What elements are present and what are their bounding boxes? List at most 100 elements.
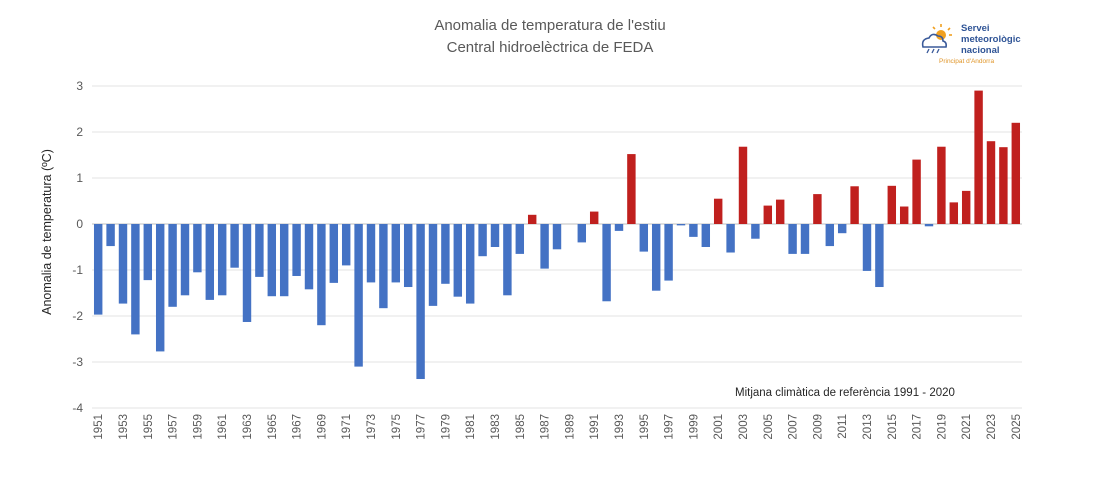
x-tick-label: 2015 — [887, 414, 899, 440]
x-tick-label: 1991 — [589, 414, 601, 440]
y-tick-label: -4 — [72, 401, 83, 415]
chart-subtitle: Central hidroelèctrica de FEDA — [446, 39, 654, 56]
y-tick-labels: -4 -3 -2 -1 0 1 2 3 — [72, 79, 83, 415]
x-tick-label: 2019 — [936, 414, 948, 440]
bar-1998 — [676, 224, 686, 226]
bar-2014 — [875, 224, 884, 288]
bar-1952 — [106, 224, 115, 247]
bar-2007 — [788, 224, 797, 254]
x-tick-label: 2003 — [738, 414, 750, 440]
bar-1980 — [453, 224, 463, 297]
bar-2016 — [899, 206, 909, 224]
x-tick-label: 2021 — [961, 414, 973, 440]
bar-2005 — [763, 205, 773, 224]
bar-1992 — [602, 224, 611, 302]
x-tick-label: 1971 — [341, 414, 353, 440]
logo-text: Servei meteorològic nacional — [961, 23, 1021, 56]
bar-1984 — [503, 224, 512, 296]
bar-1960 — [205, 224, 215, 300]
x-tick-label: 1975 — [391, 414, 403, 440]
bar-2002 — [726, 224, 735, 253]
bar-2012 — [850, 186, 859, 224]
bar-1978 — [428, 224, 438, 306]
x-tick-label: 2025 — [1011, 414, 1023, 440]
bar-2008 — [800, 224, 810, 254]
bar-2013 — [862, 224, 872, 271]
x-tick-label: 1977 — [416, 414, 428, 440]
x-tick-label: 1987 — [540, 414, 552, 440]
bar-1956 — [155, 224, 165, 352]
bar-1986 — [527, 214, 537, 224]
y-tick-label: -3 — [72, 355, 83, 369]
y-tick-label: 2 — [76, 125, 83, 139]
bar-1955 — [143, 224, 153, 281]
bar-1991 — [589, 211, 599, 224]
x-tick-label: 2013 — [862, 414, 874, 440]
bar-2017 — [912, 159, 921, 224]
x-tick-label: 1985 — [515, 414, 527, 440]
bar-1976 — [403, 224, 413, 288]
bar-1995 — [639, 224, 649, 252]
x-tick-label: 1981 — [465, 414, 477, 440]
bar-2011 — [837, 224, 847, 234]
bar-1953 — [118, 224, 128, 304]
x-tick-label: 2001 — [713, 414, 725, 440]
bar-2024 — [999, 147, 1008, 224]
bar-1964 — [255, 224, 264, 277]
bar-1983 — [490, 224, 500, 247]
bar-2004 — [751, 224, 760, 239]
x-tick-label: 1955 — [143, 414, 155, 440]
bar-1969 — [317, 224, 326, 326]
bar-1993 — [614, 224, 624, 231]
bar-1961 — [217, 224, 227, 296]
bar-1972 — [354, 224, 363, 367]
y-tick-label: 3 — [76, 79, 83, 93]
x-tick-label: 1951 — [93, 414, 105, 440]
bar-1959 — [193, 224, 202, 273]
bar-1996 — [651, 224, 661, 291]
bar-1966 — [279, 224, 289, 297]
bar-1957 — [168, 224, 177, 307]
bar-1977 — [416, 224, 425, 380]
bar-1954 — [131, 224, 140, 335]
x-tick-labels: 1951 1953 1955 1957 1959 1961 1963 1965 1967 1969… — [93, 414, 1023, 440]
bar-1967 — [292, 224, 301, 276]
bar-1970 — [329, 224, 339, 283]
x-tick-label: 1999 — [688, 414, 700, 440]
x-tick-label: 1995 — [639, 414, 651, 440]
y-tick-label: 1 — [76, 171, 83, 185]
bar-1974 — [379, 224, 388, 309]
x-tick-label: 2009 — [812, 414, 824, 440]
x-tick-label: 1997 — [664, 414, 676, 440]
bar-2009 — [813, 194, 822, 224]
bar-1982 — [478, 224, 487, 257]
x-tick-label: 2007 — [788, 414, 800, 440]
bar-1979 — [441, 224, 450, 284]
x-tick-label: 1965 — [267, 414, 279, 440]
y-tick-label: -1 — [72, 263, 83, 277]
bar-1971 — [341, 224, 351, 266]
x-tick-label: 1967 — [292, 414, 304, 440]
x-tick-label: 1959 — [192, 414, 204, 440]
x-tick-label: 1961 — [217, 414, 229, 440]
x-tick-label: 1969 — [316, 414, 328, 440]
bar-1990 — [577, 224, 587, 243]
bar-1963 — [242, 224, 252, 322]
bar-2019 — [937, 146, 946, 224]
bar-2022 — [974, 90, 983, 224]
x-tick-label: 1973 — [366, 414, 378, 440]
bar-1973 — [366, 224, 376, 283]
bar-1965 — [267, 224, 277, 297]
chart-title: Anomalia de temperatura de l'estiu — [434, 17, 666, 34]
bar-1999 — [689, 224, 698, 237]
y-tick-label: -2 — [72, 309, 83, 323]
weather-logo-icon — [921, 24, 952, 54]
bar-1958 — [180, 224, 190, 296]
bar-2025 — [1011, 122, 1021, 224]
x-tick-label: 1953 — [118, 414, 130, 440]
bar-1975 — [391, 224, 401, 283]
y-tick-label: 0 — [76, 217, 83, 231]
x-tick-label: 2011 — [837, 414, 849, 439]
x-tick-label: 2023 — [986, 414, 998, 440]
y-axis-label: Anomalia de temperatura (ºC) — [40, 149, 54, 315]
